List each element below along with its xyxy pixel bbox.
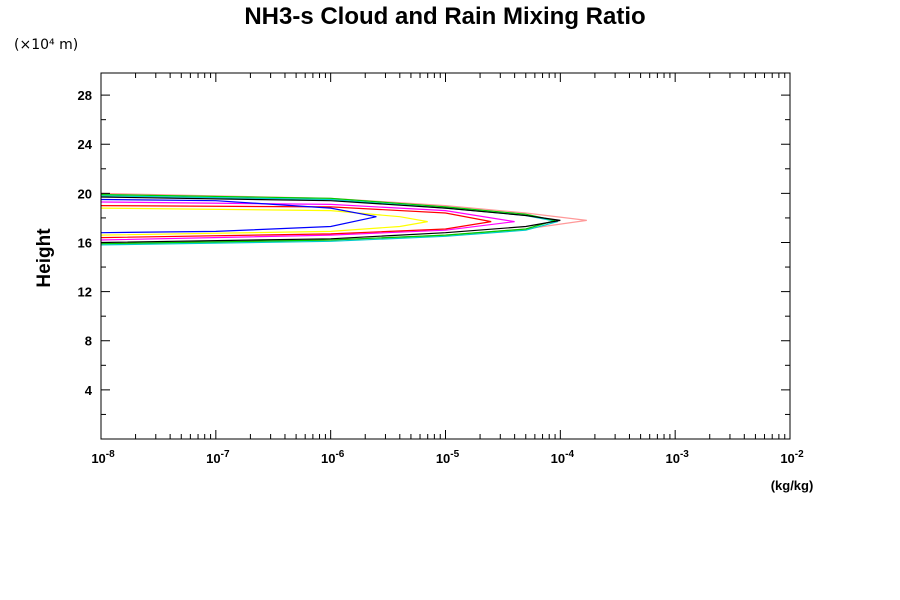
y-axis-label: Height: [34, 228, 55, 288]
y-tick-label: 20: [78, 186, 92, 201]
series-line-2: [100, 195, 558, 246]
series-line-8: [100, 198, 377, 234]
y-unit-label: (×10⁴ m): [14, 37, 78, 53]
y-tick-label: 28: [78, 88, 92, 103]
x-tick-label: 10-3: [665, 449, 689, 466]
x-tick-label: 10-5: [436, 449, 460, 466]
x-tick-label: 10-8: [91, 449, 115, 466]
y-tick-label: 16: [78, 235, 92, 250]
x-axis-label: (kg/kg): [771, 478, 814, 493]
x-tick-label: 10-7: [206, 449, 230, 466]
series-line-4: [100, 196, 561, 244]
x-tick-label: 10-4: [551, 449, 575, 466]
plot-area: 4 8 12 16 20 24 28 10-8 10-7 10-6 10-5 10-4 10-3 10-2: [78, 72, 804, 466]
series-line-5: [100, 201, 515, 241]
series-line-3: [100, 194, 556, 245]
chart-title: NH3-s Cloud and Rain Mixing Ratio: [244, 3, 645, 30]
series-line-6: [100, 205, 492, 239]
y-tick-label: 8: [85, 334, 92, 349]
plot-frame: [100, 72, 791, 440]
x-tick-label: 10-6: [321, 449, 345, 466]
y-tick-label: 4: [85, 383, 93, 398]
x-tick-label: 10-2: [780, 449, 804, 466]
series-line-7: [100, 207, 428, 236]
y-tick-label: 24: [78, 137, 93, 152]
y-tick-label: 12: [78, 285, 92, 300]
